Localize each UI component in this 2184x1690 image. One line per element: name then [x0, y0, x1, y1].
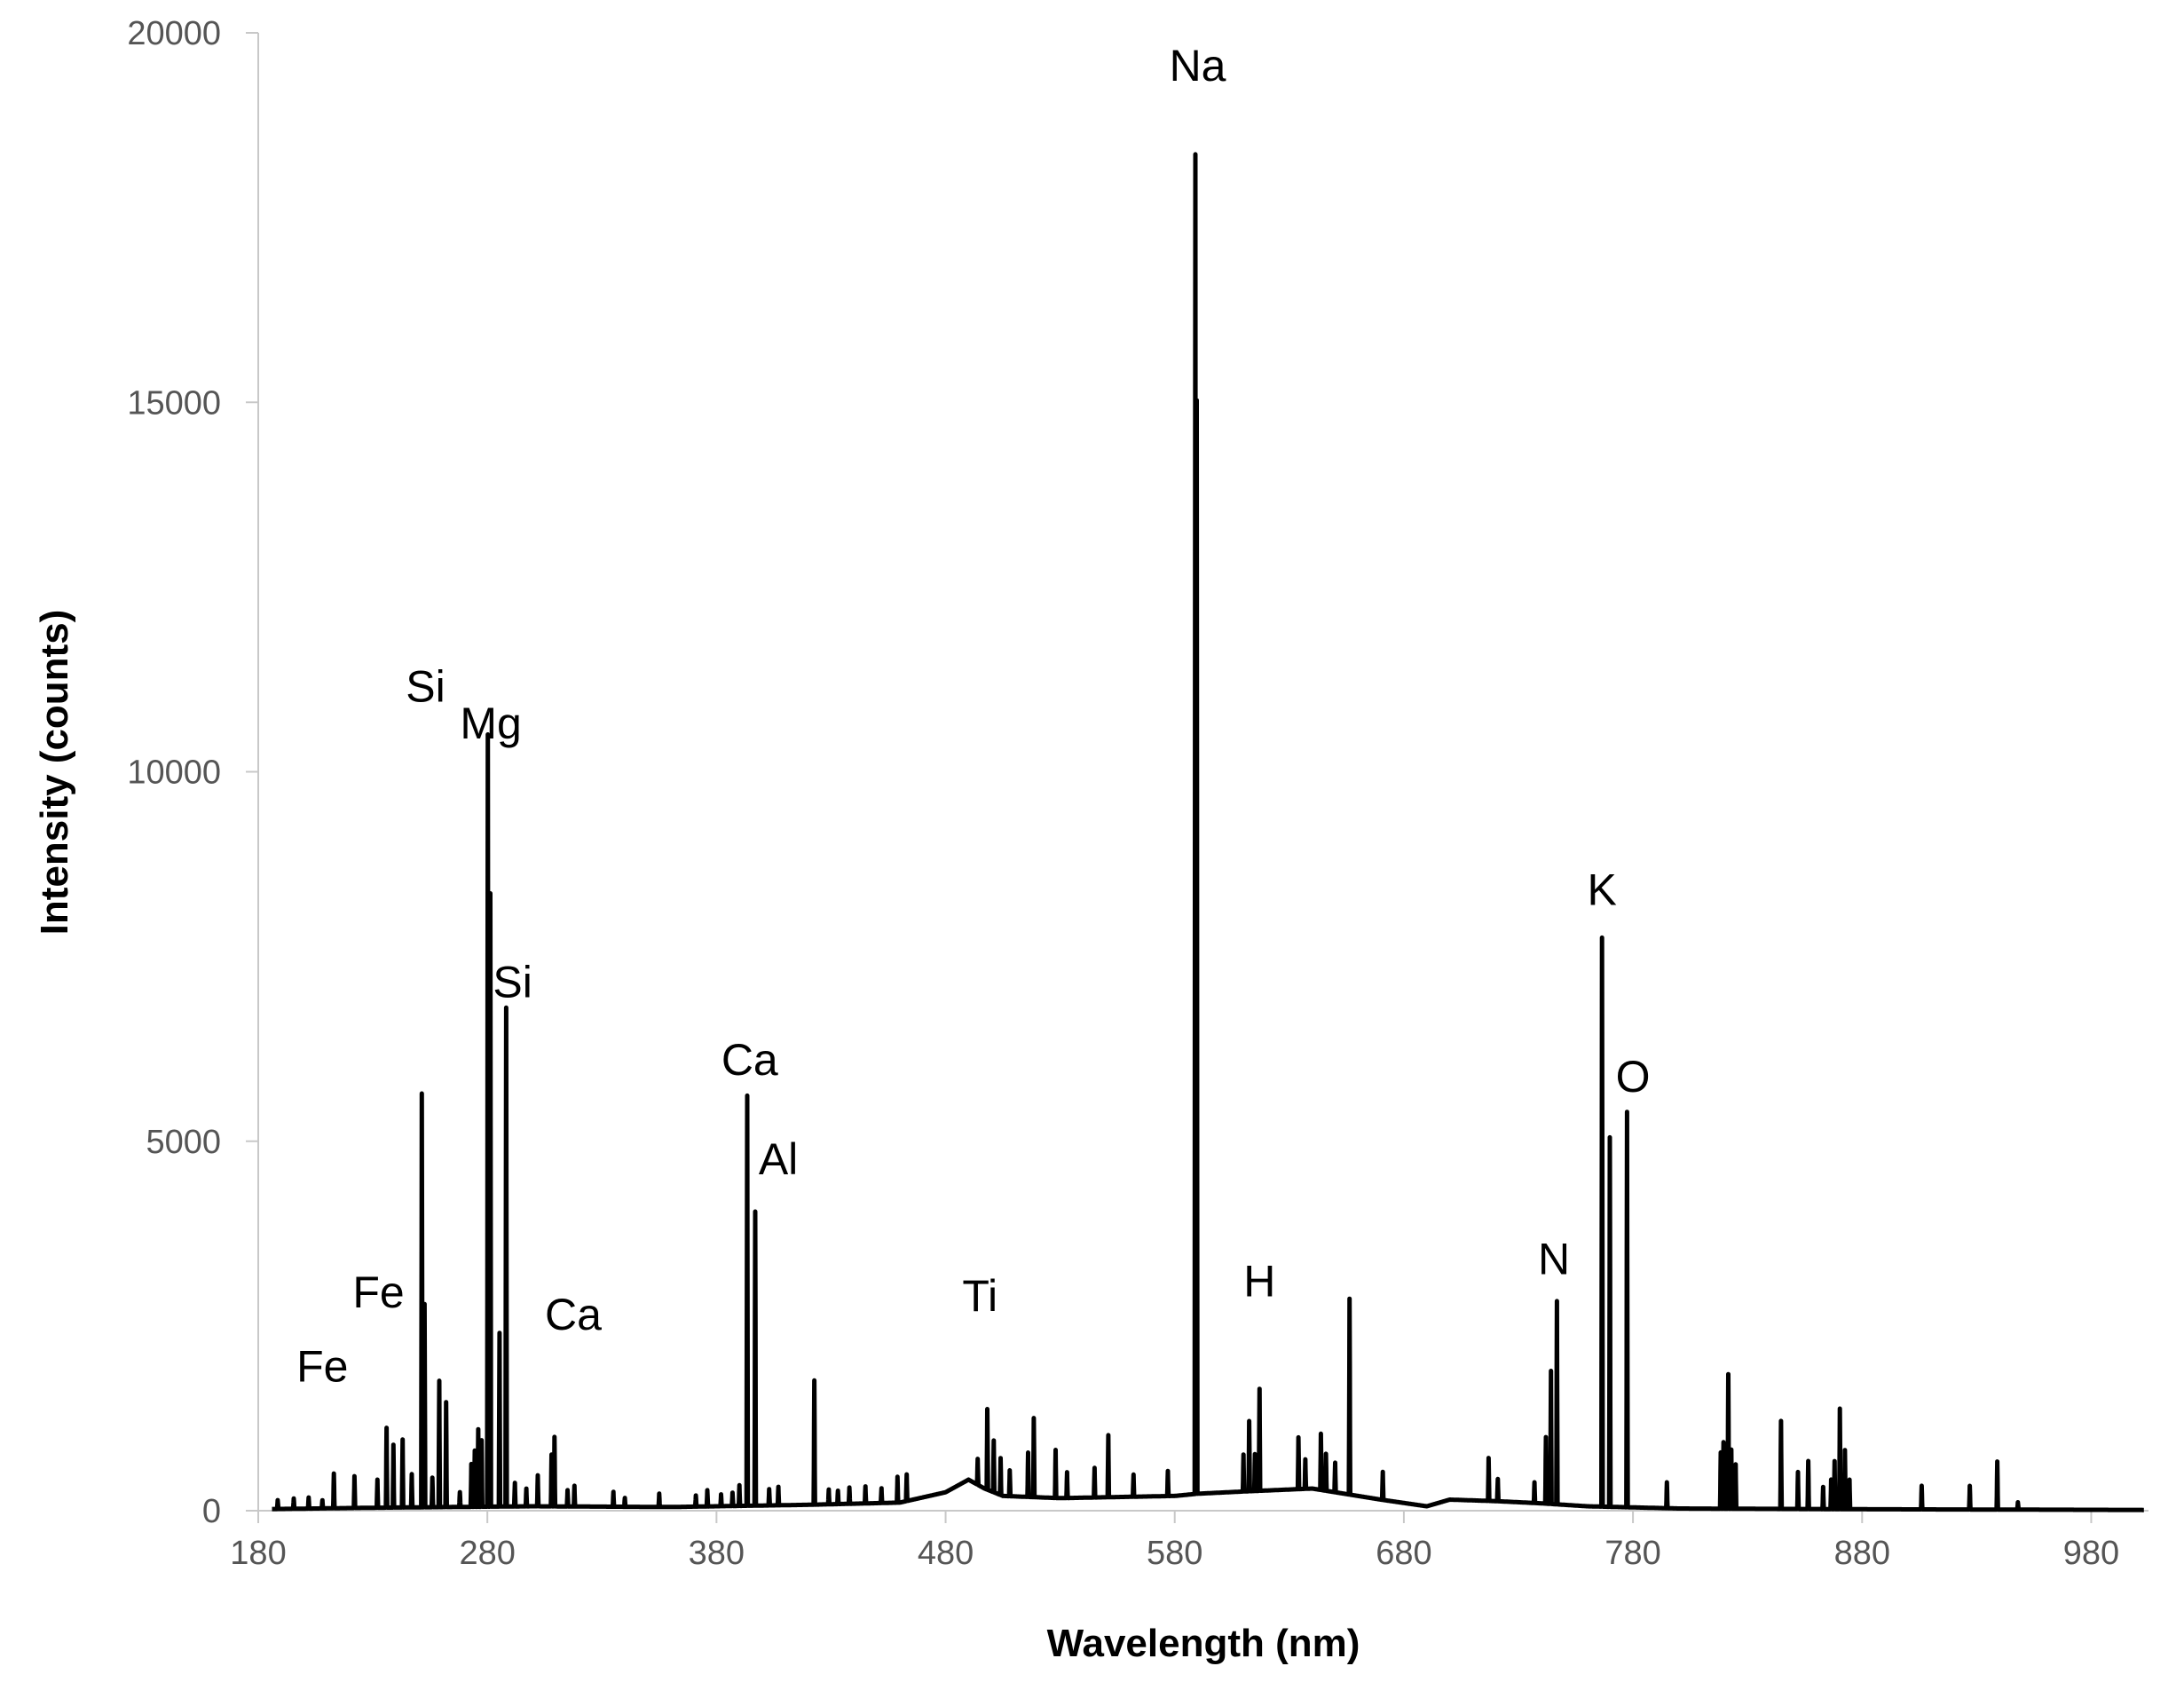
peak-label-ca: Ca [721, 1035, 778, 1085]
peak-label-ca: Ca [545, 1290, 602, 1339]
peak-label-si: Si [406, 661, 445, 711]
x-tick-label: 980 [2063, 1535, 2119, 1572]
x-tick-label: 280 [459, 1535, 515, 1572]
peak-label-al: Al [759, 1134, 798, 1184]
x-axis-title: Wavelength (nm) [1047, 1622, 1360, 1665]
peak-label-h: H [1243, 1257, 1275, 1307]
peak-label-na: Na [1170, 41, 1226, 91]
y-tick-label: 5000 [146, 1124, 221, 1161]
y-tick-label: 10000 [127, 754, 221, 792]
spectrum-line [270, 152, 2147, 1512]
x-tick-label: 180 [230, 1535, 286, 1572]
x-tick-label: 880 [1834, 1535, 1890, 1572]
y-tick-labels: 0 5000 10000 15000 20000 [127, 15, 221, 1530]
x-tick-label: 780 [1604, 1535, 1660, 1572]
y-axis-ticks [246, 32, 258, 1512]
y-tick-label: 15000 [127, 384, 221, 422]
y-tick-label: 0 [202, 1493, 221, 1530]
y-tick-label: 20000 [127, 15, 221, 52]
x-tick-label: 580 [1147, 1535, 1202, 1572]
x-axis-ticks [257, 1511, 2093, 1523]
peak-label-mg: Mg [460, 699, 521, 748]
x-tick-label: 480 [918, 1535, 974, 1572]
peak-label-si: Si [493, 957, 532, 1007]
x-tick-labels: 180 280 380 480 580 680 780 880 980 [230, 1535, 2119, 1572]
peak-label-fe: Fe [296, 1341, 348, 1391]
peak-label-ti: Ti [962, 1271, 997, 1321]
x-tick-label: 680 [1376, 1535, 1431, 1572]
y-axis-title: Intensity (counts) [33, 610, 76, 936]
peak-label-n: N [1538, 1235, 1570, 1284]
peak-label-o: O [1616, 1052, 1651, 1102]
peak-label-k: K [1588, 865, 1617, 914]
peak-label-fe: Fe [352, 1268, 404, 1317]
x-tick-label: 380 [689, 1535, 745, 1572]
